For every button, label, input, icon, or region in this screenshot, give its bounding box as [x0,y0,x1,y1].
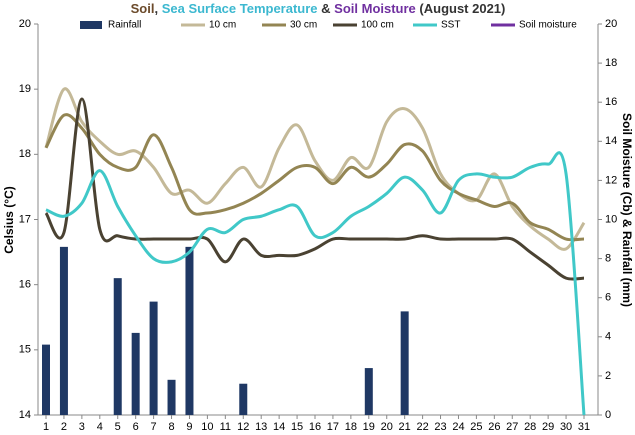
y-tick-label: 18 [19,148,31,160]
x-tick-label: 19 [363,421,375,433]
x-tick-label: 18 [345,421,357,433]
y2-tick-label: 2 [605,370,611,382]
x-tick-label: 11 [220,421,231,433]
x-tick-label: 27 [506,421,518,433]
y2-axis-label: Soil Moisture (Cb) & Rainfall (mm) [620,113,634,307]
y-tick-label: 16 [19,279,31,291]
legend-label: Soil moisture [519,20,577,31]
x-tick-label: 24 [452,421,464,433]
chart-title: Soil, Sea Surface Temperature & Soil Moi… [131,1,506,16]
y2-tick-label: 18 [605,57,617,69]
y2-tick-label: 12 [605,174,617,186]
y-tick-label: 14 [19,409,31,421]
bar [364,368,373,415]
bar [149,301,158,415]
y-axis-label: Celsius (°C) [2,186,16,253]
y2-tick-label: 4 [605,331,611,343]
y2-tick-label: 20 [605,18,617,30]
bar [185,246,194,415]
legend-label: Rainfall [108,20,141,31]
y-tick-label: 20 [19,18,31,30]
line [44,113,585,242]
x-tick-label: 31 [578,421,590,433]
x-tick-label: 26 [488,421,500,433]
y-tick-label: 15 [19,344,31,356]
x-tick-label: 9 [186,421,192,433]
legend-label: SST [441,20,460,31]
y2-tick-label: 8 [605,253,611,265]
bar [113,278,122,415]
x-tick-label: 15 [291,421,303,433]
title-part: & [318,1,335,16]
x-tick-label: 2 [61,421,67,433]
x-tick-label: 13 [255,421,267,433]
x-tick-label: 12 [237,421,249,433]
title-part: Soil Moisture [334,1,416,16]
y2-tick-label: 16 [605,96,617,108]
legend-swatch [80,21,102,29]
title-part: , [154,1,161,16]
legend-label: 30 cm [290,20,317,31]
x-tick-label: 28 [524,421,536,433]
legend-label: 100 cm [361,20,394,31]
x-tick-label: 3 [79,421,85,433]
legend-label: 10 cm [209,20,236,31]
x-tick-label: 23 [434,421,446,433]
x-tick-label: 10 [201,421,213,433]
x-tick-label: 1 [43,421,49,433]
bar [400,311,409,415]
x-tick-label: 22 [416,421,428,433]
bar [59,246,68,415]
x-tick-label: 29 [542,421,554,433]
bar [131,332,140,415]
x-tick-label: 17 [327,421,339,433]
y2-tick-label: 14 [605,135,617,147]
y2-tick-label: 0 [605,409,611,421]
title-part: (August 2021) [416,1,506,16]
bar [239,383,248,415]
title-part: Sea Surface Temperature [162,1,318,16]
title-part: Soil [131,1,155,16]
x-tick-label: 7 [151,421,157,433]
x-tick-label: 4 [97,421,103,433]
y2-tick-label: 6 [605,292,611,304]
bar [167,379,176,415]
x-tick-label: 6 [133,421,139,433]
x-tick-label: 21 [399,421,411,433]
x-tick-label: 30 [560,421,572,433]
line [45,151,586,416]
y2-tick-label: 10 [605,213,617,225]
x-tick-label: 14 [273,421,285,433]
x-tick-label: 25 [470,421,482,433]
line [44,97,585,281]
x-tick-label: 20 [381,421,393,433]
x-tick-label: 8 [168,421,174,433]
y-tick-label: 19 [19,83,31,95]
line [44,87,586,251]
x-tick-label: 5 [115,421,121,433]
x-tick-label: 16 [309,421,321,433]
bar [42,344,50,415]
y-tick-label: 17 [19,213,31,225]
